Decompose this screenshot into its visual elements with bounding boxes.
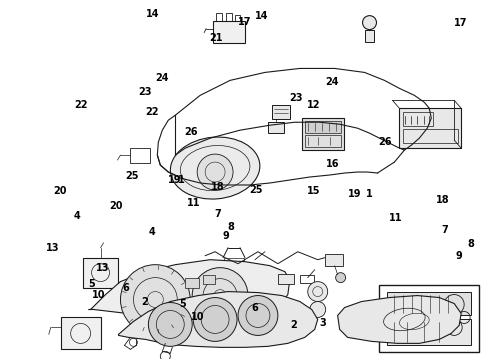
Circle shape <box>193 298 237 341</box>
Bar <box>203 275 215 284</box>
Text: 7: 7 <box>215 209 221 219</box>
Polygon shape <box>338 296 461 343</box>
Text: 13: 13 <box>96 263 109 273</box>
Bar <box>226 13 232 21</box>
Text: 17: 17 <box>454 18 468 28</box>
Text: 10: 10 <box>92 290 105 300</box>
Polygon shape <box>119 292 318 347</box>
Bar <box>302 118 343 150</box>
Bar <box>216 13 222 21</box>
Circle shape <box>197 154 233 190</box>
Text: 24: 24 <box>325 77 339 87</box>
Text: 6: 6 <box>251 302 258 312</box>
Bar <box>224 258 244 266</box>
Bar <box>278 274 294 284</box>
Text: 18: 18 <box>437 195 450 205</box>
Bar <box>213 21 245 42</box>
Text: 21: 21 <box>209 33 222 43</box>
Text: 22: 22 <box>146 107 159 117</box>
Circle shape <box>121 265 190 334</box>
Text: 18: 18 <box>211 182 225 192</box>
Text: 4: 4 <box>149 227 156 237</box>
Text: 17: 17 <box>238 17 252 27</box>
Text: 9: 9 <box>456 251 463 261</box>
Bar <box>325 254 343 266</box>
Text: 20: 20 <box>53 186 66 196</box>
Bar <box>388 319 471 345</box>
Bar <box>185 278 199 288</box>
Text: 2: 2 <box>142 297 148 307</box>
Text: 3: 3 <box>319 319 326 328</box>
Text: 7: 7 <box>442 225 449 235</box>
Text: 14: 14 <box>255 11 269 21</box>
Bar <box>403 129 458 143</box>
Text: 23: 23 <box>289 93 302 103</box>
Text: 19: 19 <box>348 189 361 199</box>
Bar <box>83 258 119 288</box>
Text: 14: 14 <box>146 9 159 19</box>
Text: 26: 26 <box>379 137 392 147</box>
Text: 25: 25 <box>125 171 139 181</box>
Bar <box>388 292 471 315</box>
Text: 19: 19 <box>168 175 181 185</box>
Bar <box>403 112 433 126</box>
Ellipse shape <box>171 137 260 199</box>
Text: 4: 4 <box>73 211 80 221</box>
Text: 9: 9 <box>222 231 229 240</box>
Text: 16: 16 <box>326 159 340 169</box>
Circle shape <box>238 296 278 336</box>
Bar <box>268 122 284 133</box>
Text: 22: 22 <box>75 100 88 110</box>
Circle shape <box>336 273 345 283</box>
Text: 8: 8 <box>227 222 234 231</box>
Text: 25: 25 <box>249 185 263 195</box>
Bar <box>235 15 240 21</box>
Bar <box>305 135 341 147</box>
Text: 26: 26 <box>185 127 198 136</box>
Circle shape <box>148 302 192 346</box>
Polygon shape <box>89 260 290 325</box>
Bar <box>130 148 150 163</box>
Text: 1: 1 <box>178 175 185 185</box>
Circle shape <box>192 268 248 323</box>
Bar <box>305 121 341 133</box>
Text: 13: 13 <box>46 243 59 253</box>
Text: 23: 23 <box>138 87 152 97</box>
Bar <box>300 275 314 283</box>
Text: 10: 10 <box>192 312 205 323</box>
Text: 5: 5 <box>179 298 186 309</box>
Text: 11: 11 <box>187 198 200 208</box>
Circle shape <box>308 282 328 302</box>
Text: 24: 24 <box>155 73 169 83</box>
Text: 11: 11 <box>389 213 402 223</box>
Circle shape <box>363 15 376 30</box>
Bar <box>379 285 479 352</box>
Bar <box>365 30 374 41</box>
Text: 12: 12 <box>307 100 320 110</box>
Text: 15: 15 <box>307 186 320 196</box>
Bar <box>399 108 461 148</box>
Bar <box>272 105 290 119</box>
Text: 1: 1 <box>366 189 373 199</box>
Text: 6: 6 <box>122 283 129 293</box>
Text: 8: 8 <box>467 239 474 249</box>
Bar <box>61 318 100 349</box>
Circle shape <box>310 302 326 318</box>
Text: 2: 2 <box>291 320 297 330</box>
Text: 20: 20 <box>110 201 123 211</box>
Text: 5: 5 <box>88 279 95 289</box>
